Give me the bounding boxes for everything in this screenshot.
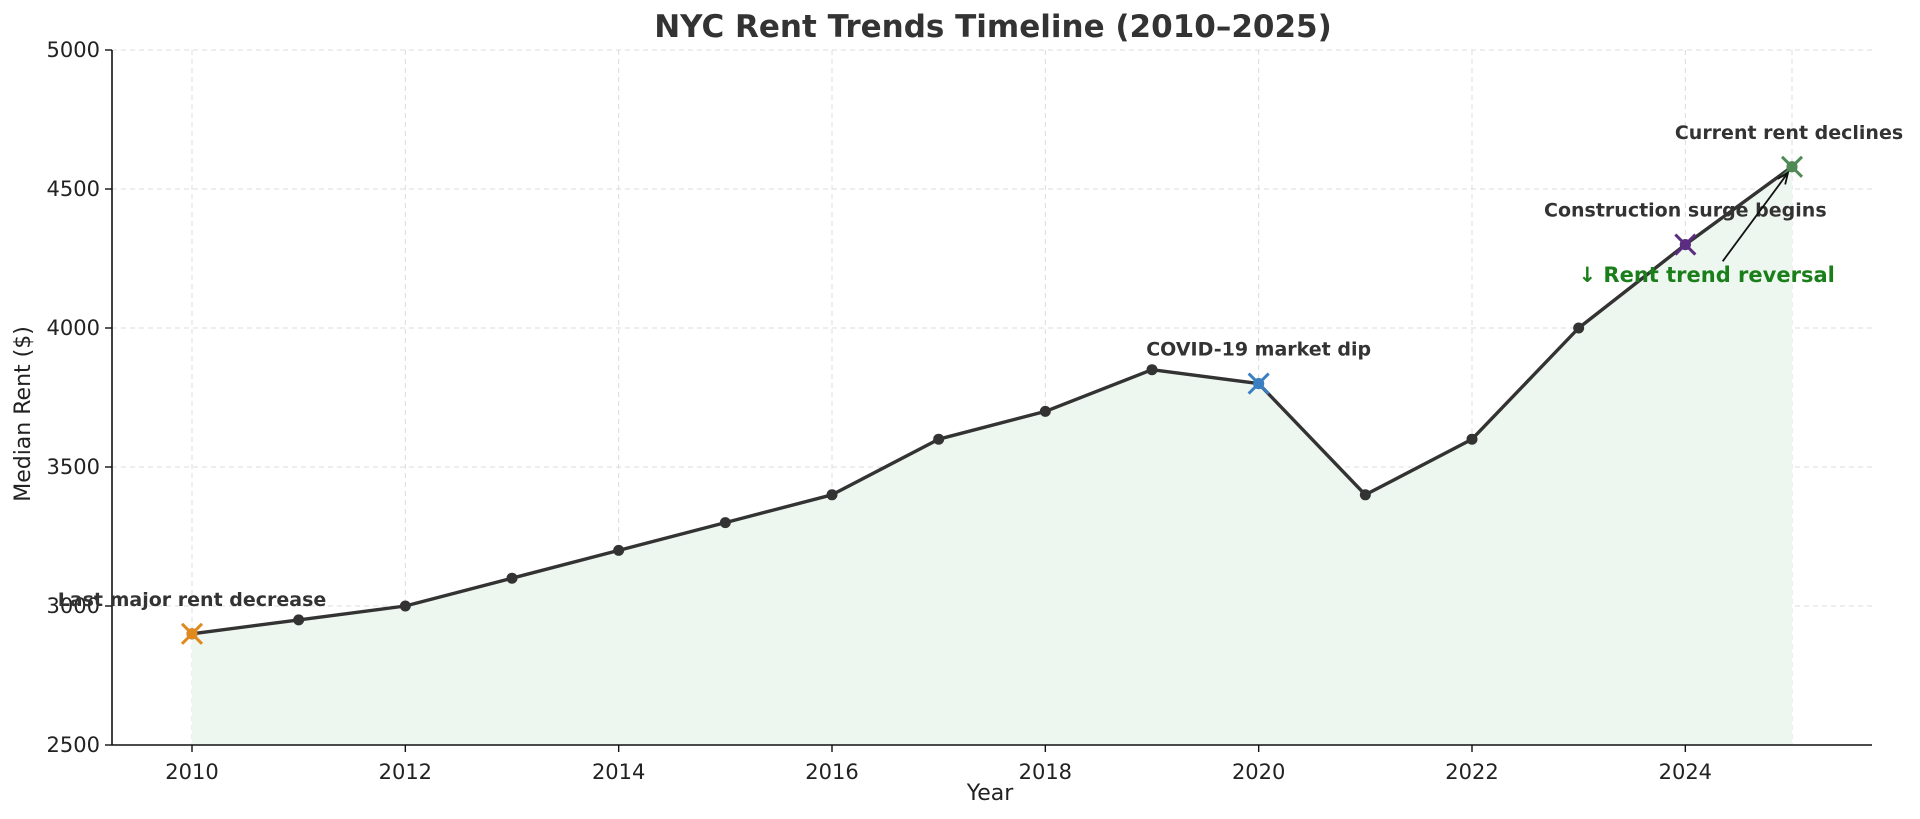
- callout-label: ↓ Rent trend reversal: [1579, 263, 1835, 287]
- x-tick-label: 2022: [1445, 760, 1498, 784]
- callout-arrow: [1721, 172, 1789, 262]
- data-point: [506, 572, 518, 584]
- x-tick-label: 2018: [1019, 760, 1072, 784]
- callout-arrowhead: [1777, 170, 1790, 185]
- y-tick-label: 4000: [47, 316, 100, 340]
- data-point: [826, 489, 838, 501]
- x-tick-label: 2014: [592, 760, 645, 784]
- data-point: [1359, 489, 1371, 501]
- y-tick-label: 5000: [47, 38, 100, 62]
- y-ticks: 2500 3000 3500 4000 4500 5000: [47, 38, 112, 757]
- data-point: [293, 614, 305, 626]
- series-path: [191, 165, 1794, 636]
- x-tick-label: 2024: [1659, 760, 1712, 784]
- y-tick-label: 2500: [47, 733, 100, 757]
- area-fill-shape: [192, 166, 1792, 745]
- x-ticks: 2010 2012 2014 2016 2018 2020 2022 2024: [165, 745, 1712, 784]
- chart-title: NYC Rent Trends Timeline (2010–2025): [654, 9, 1332, 45]
- data-point: [1466, 433, 1478, 445]
- y-tick-label: 3500: [47, 455, 100, 479]
- annotation-label: Construction surge begins: [1544, 200, 1827, 222]
- data-point: [1039, 405, 1051, 417]
- data-point: [1146, 364, 1158, 376]
- area-fill: [192, 166, 1792, 745]
- event-marker-dot: [1679, 239, 1691, 251]
- y-tick-label: 4500: [47, 177, 100, 201]
- event-marker-dot: [186, 628, 198, 640]
- x-tick-label: 2012: [379, 760, 432, 784]
- x-tick-label: 2010: [165, 760, 218, 784]
- x-tick-label: 2020: [1232, 760, 1285, 784]
- annotations: Last major rent decrease COVID-19 market …: [58, 122, 1903, 611]
- event-marker-dot: [1786, 161, 1798, 173]
- data-point: [613, 544, 625, 556]
- annotation-label: Current rent declines: [1675, 122, 1903, 144]
- event-marker-dot: [1253, 378, 1265, 390]
- data-point: [933, 433, 945, 445]
- event-markers: [180, 155, 1804, 645]
- y-axis-title: Median Rent ($): [11, 326, 36, 502]
- x-tick-label: 2016: [805, 760, 858, 784]
- series-line: [191, 165, 1794, 636]
- data-point: [719, 517, 731, 529]
- x-axis-title: Year: [966, 781, 1015, 806]
- y-tick-label: 3000: [47, 594, 100, 618]
- data-point: [1573, 322, 1585, 334]
- annotation-label: Last major rent decrease: [58, 589, 327, 611]
- data-point: [399, 600, 411, 612]
- annotation-label: COVID-19 market dip: [1146, 339, 1371, 361]
